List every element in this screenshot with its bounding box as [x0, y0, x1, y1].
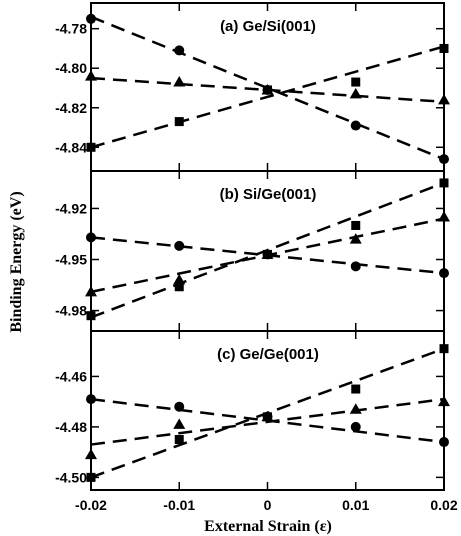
data-point-circle: [86, 232, 96, 243]
data-point-circle: [174, 401, 185, 412]
data-point-square: [263, 412, 272, 422]
data-point-square: [86, 142, 96, 152]
data-point-circle: [439, 437, 449, 448]
data-point-triangle: [85, 70, 97, 81]
y-tick-label: -4.82: [55, 100, 87, 116]
data-point-square: [263, 249, 272, 259]
panel-title: (b) Si/Ge(001): [220, 186, 317, 203]
x-axis-title: External Strain (ε): [204, 518, 332, 535]
data-point-triangle: [85, 448, 97, 460]
panel-1: -4.78 -4.80 -4.82 -4.84 (a) Ge/Si(001): [55, 2, 450, 172]
data-point-triangle: [85, 285, 97, 297]
data-point-circle: [174, 240, 185, 251]
data-point-square: [351, 220, 361, 230]
x-tick-label: -0.02: [75, 497, 107, 513]
data-point-square: [174, 435, 184, 445]
fit-line: [90, 45, 445, 149]
panel-title: (c) Ge/Ge(001): [217, 346, 319, 363]
data-point-circle: [350, 261, 361, 272]
data-point-circle: [439, 154, 449, 165]
data-point-square: [351, 77, 361, 87]
data-point-square: [439, 344, 449, 354]
data-point-triangle: [349, 403, 362, 414]
y-tick-label: -4.78: [55, 21, 87, 37]
plot-panels: -4.78-4.80-4.82-4.84(a) Ge/Si(001)-4.92-…: [55, 2, 450, 491]
data-point-circle: [439, 268, 449, 279]
y-tick-label: -4.95: [55, 252, 87, 268]
data-point-square: [86, 472, 96, 482]
x-axis: -0.02 -0.01 0 0.01 0.02: [75, 497, 458, 513]
data-point-square: [351, 384, 361, 394]
data-point-triangle: [438, 93, 450, 105]
series-square: [86, 43, 449, 152]
data-point-square: [86, 311, 96, 321]
data-point-triangle: [438, 395, 450, 407]
data-point-triangle: [173, 76, 186, 87]
data-point-square: [174, 282, 184, 292]
data-point-triangle: [349, 233, 362, 244]
y-tick-label: -4.84: [55, 139, 87, 155]
y-tick-label: -4.92: [55, 200, 87, 216]
data-point-square: [263, 85, 272, 95]
y-axis-title: Binding Energy (eV): [8, 191, 25, 332]
fit-line: [90, 397, 445, 446]
data-point-circle: [350, 120, 361, 131]
data-point-triangle: [173, 418, 186, 429]
data-point-circle: [86, 394, 96, 405]
data-point-square: [439, 178, 449, 188]
y-tick-label: -4.50: [55, 469, 87, 485]
panel-title: (a) Ge/Si(001): [220, 18, 316, 35]
data-point-square: [174, 117, 184, 127]
data-point-circle: [350, 421, 361, 432]
series-square: [86, 178, 449, 321]
y-tick-label: -4.48: [55, 419, 87, 435]
x-tick-label: 0.01: [342, 497, 369, 513]
panel-2: -4.92 -4.95 -4.98 (b) Si/Ge(001): [55, 170, 450, 332]
x-tick-label: -0.01: [163, 497, 195, 513]
panel-3: -4.46 -4.48 -4.50 (c) Ge/Ge(001): [55, 330, 450, 491]
data-point-circle: [86, 13, 96, 24]
data-point-triangle: [438, 210, 450, 222]
x-tick-label: 0.02: [430, 497, 457, 513]
y-tick-label: -4.80: [55, 60, 87, 76]
data-point-triangle: [349, 87, 362, 99]
fit-line: [90, 15, 445, 161]
data-point-square: [439, 43, 449, 53]
y-tick-label: -4.98: [55, 303, 87, 319]
data-point-circle: [174, 45, 185, 56]
series-square: [86, 344, 449, 482]
y-tick-label: -4.46: [55, 368, 87, 384]
x-tick-label: 0: [264, 497, 272, 513]
